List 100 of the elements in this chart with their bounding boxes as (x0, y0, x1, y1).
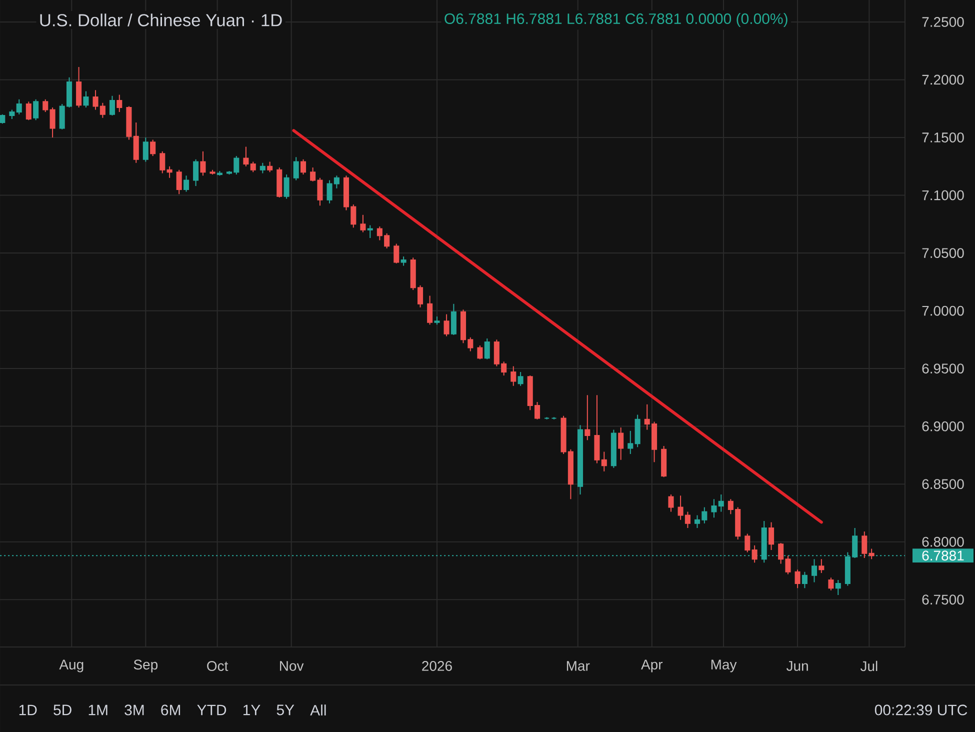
y-tick-label: 7.1500 (922, 132, 964, 142)
candlestick (484, 338, 490, 360)
candlestick (577, 424, 584, 495)
x-tick-label: Jun (786, 661, 808, 671)
text: 5Y (276, 704, 294, 716)
candlestick (193, 158, 199, 187)
candlestick (811, 558, 818, 583)
candlestick (50, 106, 56, 138)
candlestick (618, 426, 624, 460)
candlestick (216, 170, 222, 176)
text: 5D (54, 704, 72, 716)
y-tick-label: 6.8000 (922, 536, 964, 547)
candlestick (26, 101, 32, 121)
candlestick (862, 530, 868, 559)
candlestick (711, 498, 717, 518)
candlestick (794, 569, 800, 589)
y-tick-label: 7.2000 (922, 74, 964, 85)
candlestick (868, 548, 874, 560)
candlestick (427, 295, 433, 326)
candlestick (394, 243, 400, 264)
candlestick (835, 579, 841, 596)
candlestick (160, 150, 166, 174)
candlestick (176, 169, 182, 195)
candlestick (802, 571, 808, 589)
candlestick (752, 544, 758, 564)
candlestick (16, 98, 22, 115)
y-tick-label: 7.1000 (922, 190, 964, 200)
candlestick (166, 166, 172, 178)
candlestick (518, 372, 524, 386)
text: 1Y (243, 704, 260, 716)
x-tick-label: Apr (641, 660, 663, 672)
candlestick (360, 214, 366, 233)
candlestick (610, 429, 616, 468)
candlestick (768, 522, 774, 550)
candlestick (367, 224, 373, 238)
candlestick (668, 494, 674, 512)
text: 6M (161, 704, 180, 716)
candlestick (551, 416, 557, 420)
candlestick (400, 256, 406, 266)
candlestick (293, 156, 299, 181)
candlestick (42, 98, 48, 113)
candlestick (109, 95, 116, 116)
candlestick (183, 175, 190, 192)
candlestick (284, 174, 290, 200)
candlestick (243, 146, 249, 167)
candlestick (450, 303, 456, 336)
candlestick (718, 494, 724, 512)
candlestick (200, 150, 206, 176)
candlestick (601, 451, 607, 472)
y-tick-label: 6.9000 (922, 421, 964, 432)
candlestick (9, 109, 15, 120)
candlestick (33, 98, 39, 121)
y-tick-label: 7.2500 (922, 17, 964, 27)
y-tick-label: 6.9500 (922, 364, 964, 374)
y-tick-label: 7.0500 (922, 248, 964, 258)
x-tick-label: 2026 (422, 661, 452, 671)
candlestick (76, 66, 82, 108)
candlestick (510, 366, 516, 386)
candlestick (434, 316, 440, 326)
candlestick (142, 136, 148, 162)
candlestick (828, 577, 834, 591)
candlestick (267, 161, 273, 173)
candlestick (0, 114, 6, 124)
candlestick (150, 139, 156, 156)
x-tick-label: Sep (134, 660, 158, 672)
candlestick (594, 394, 600, 464)
x-tick-label: Aug (59, 660, 84, 672)
candlestick (634, 414, 640, 448)
candlestick (628, 430, 634, 455)
candlestick (818, 558, 824, 574)
text: 00:22:39 UTC (874, 704, 968, 716)
candlestick (276, 167, 282, 198)
x-tick-label: Oct (207, 661, 228, 671)
y-tick-label: 7.0000 (922, 306, 964, 316)
text: 3M (124, 704, 144, 716)
candlestick (744, 533, 750, 553)
candlestick (133, 122, 139, 164)
candlestick (300, 158, 306, 175)
x-tick-label: May (711, 660, 737, 672)
x-tick-label: Nov (280, 661, 304, 671)
text: 1D (19, 704, 37, 716)
text: YTD (197, 704, 226, 716)
candlestick (116, 94, 122, 113)
y-tick-label: 6.8500 (922, 479, 964, 490)
y-tick-label: 6.7500 (922, 594, 964, 605)
text: U.S. Dollar / Chinese Yuan · 1D (40, 14, 282, 26)
candlestick (444, 314, 450, 337)
ref-line-label: 6.7881 (922, 550, 964, 561)
candlestick (83, 90, 89, 108)
candlestick (661, 445, 667, 478)
candlestick (250, 161, 256, 173)
text: O6.7881 H6.7881 L6.7881 C6.7881 0.0000 (0.00%) (444, 13, 788, 27)
text: 1M (88, 704, 108, 716)
candlestick (477, 344, 483, 360)
candlestick (210, 169, 216, 175)
candlestick (126, 106, 132, 140)
text: All (310, 704, 326, 716)
x-tick-label: Mar (566, 661, 590, 671)
candlestick (584, 394, 590, 441)
candlestick (260, 162, 266, 174)
